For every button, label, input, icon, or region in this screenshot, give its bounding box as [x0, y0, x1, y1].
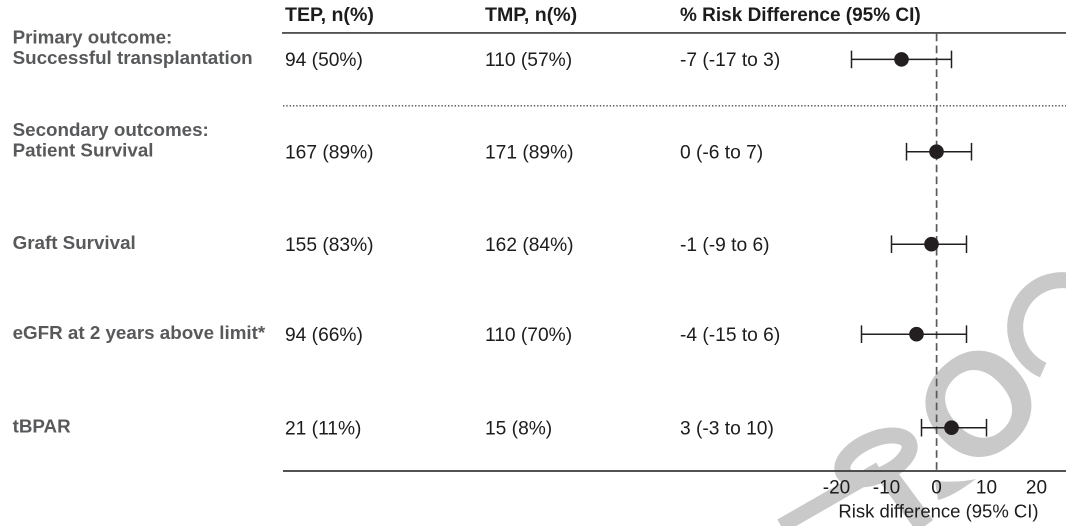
svg-text:110 (70%): 110 (70%) [485, 325, 572, 346]
svg-text:-1 (-9 to 6): -1 (-9 to 6) [680, 235, 770, 256]
svg-text:-7 (-17 to 3): -7 (-17 to 3) [680, 50, 780, 71]
svg-text:20: 20 [1026, 478, 1047, 499]
svg-text:15 (8%): 15 (8%) [485, 419, 552, 440]
svg-text:10: 10 [976, 478, 997, 499]
svg-text:Patient Survival: Patient Survival [13, 140, 154, 161]
svg-text:Risk difference (95% CI): Risk difference (95% CI) [838, 501, 1038, 522]
svg-text:155 (83%): 155 (83%) [285, 235, 374, 256]
svg-text:% Risk Difference (95% CI): % Risk Difference (95% CI) [680, 5, 921, 26]
svg-text:94 (50%): 94 (50%) [285, 50, 363, 71]
svg-text:171 (89%): 171 (89%) [485, 143, 574, 164]
svg-text:110 (57%): 110 (57%) [485, 50, 572, 71]
svg-text:0 (-6 to 7): 0 (-6 to 7) [680, 143, 763, 164]
svg-text:Graft Survival: Graft Survival [13, 232, 136, 253]
svg-text:167 (89%): 167 (89%) [285, 143, 374, 164]
svg-text:162 (84%): 162 (84%) [485, 235, 574, 256]
svg-text:3 (-3 to 10): 3 (-3 to 10) [680, 419, 774, 440]
svg-text:94 (66%): 94 (66%) [285, 325, 363, 346]
svg-text:Successful transplantation: Successful transplantation [13, 47, 253, 68]
svg-text:21 (11%): 21 (11%) [285, 419, 361, 440]
svg-text:Secondary outcomes:: Secondary outcomes: [13, 119, 209, 140]
svg-text:0: 0 [931, 478, 942, 499]
svg-text:-4 (-15 to 6): -4 (-15 to 6) [680, 325, 780, 346]
svg-text:TEP, n(%): TEP, n(%) [285, 4, 374, 26]
svg-text:Primary outcome:: Primary outcome: [13, 27, 173, 48]
svg-text:tBPAR: tBPAR [13, 416, 72, 437]
svg-text:-10: -10 [873, 478, 900, 499]
svg-text:eGFR at 2 years above limit*: eGFR at 2 years above limit* [13, 322, 266, 343]
svg-text:TMP, n(%): TMP, n(%) [485, 4, 577, 26]
svg-text:-20: -20 [823, 478, 850, 499]
